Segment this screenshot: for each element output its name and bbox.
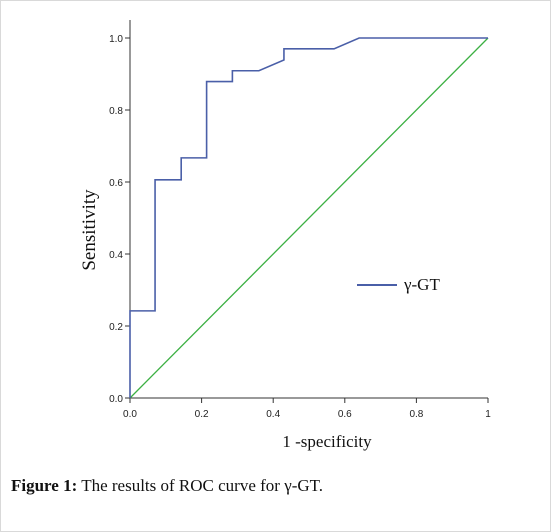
y-tick-label: 0.0 [109, 394, 123, 405]
x-tick-label: 0.6 [338, 409, 352, 420]
x-tick-label: 0.8 [409, 409, 423, 420]
legend-label-gamma-gt: γ-GT [403, 275, 440, 294]
reference-diagonal-line [129, 37, 489, 399]
caption-text: The results of ROC curve for γ-GT. [77, 476, 324, 495]
y-tick-label: 0.6 [109, 178, 123, 189]
roc-curve-gamma-gt [129, 37, 488, 398]
chart-axes: 0.0 0.2 0.4 0.6 0.8 1 0.0 0.2 0.4 0.6 0.8 1.0 [109, 20, 491, 420]
y-tick-label: 1.0 [109, 34, 123, 45]
figure-caption: Figure 1: The results of ROC curve for γ… [11, 476, 323, 496]
y-tick-label: 0.2 [109, 322, 123, 333]
y-tick-label: 0.4 [109, 250, 123, 261]
x-tick-label: 1 [485, 409, 491, 420]
y-tick-label: 0.8 [109, 106, 123, 117]
chart-legend: γ-GT [357, 275, 440, 294]
x-tick-label: 0.0 [123, 409, 137, 420]
roc-chart: 0.0 0.2 0.4 0.6 0.8 10.00.20.40.60.81.0 γ-GT … [79, 20, 491, 451]
x-axis-title: 1 -specificity [282, 432, 372, 451]
x-tick-label: 0.2 [195, 409, 209, 420]
y-axis-title: Sensitivity [79, 189, 100, 271]
chart-marks [129, 37, 489, 399]
caption-label: Figure 1: [11, 476, 78, 495]
x-tick-label: 0.4 [266, 409, 280, 420]
